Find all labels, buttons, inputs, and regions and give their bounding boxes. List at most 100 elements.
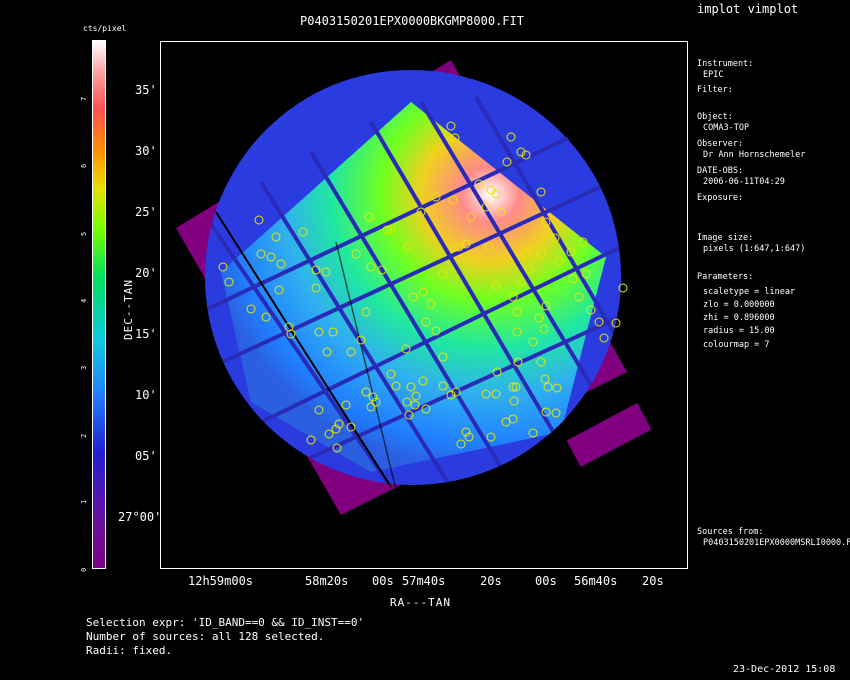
source-marker [481,202,491,212]
source-marker [512,307,522,317]
y-tick-label: 10' [135,388,157,402]
source-marker [524,264,534,274]
colorbar-tick: 0 [80,567,88,572]
source-marker [446,390,456,400]
source-marker [274,285,284,295]
source-marker [618,283,628,293]
source-marker [554,256,564,266]
source-marker [508,382,518,392]
source-marker [276,259,286,269]
source-marker [346,347,356,357]
source-marker [581,269,591,279]
source-marker [541,407,551,417]
source-marker [386,224,396,234]
source-marker [402,397,412,407]
source-marker [261,312,271,322]
source-marker [366,402,376,412]
edge-gap [215,211,392,488]
source-marker [466,212,476,222]
source-marker [416,207,426,217]
source-marker [578,237,588,247]
source-marker [224,277,234,287]
source-markers [218,121,628,453]
source-marker [431,192,441,202]
source-marker [594,317,604,327]
source-marker [361,387,371,397]
source-marker [536,187,546,197]
source-marker [541,217,551,227]
sky-image [176,60,652,515]
y-axis-label: DEC--TAN [122,279,135,340]
x-tick-label: 00s [372,574,394,588]
source-marker [496,207,506,217]
source-marker [516,147,526,157]
source-marker [528,428,538,438]
source-marker [586,305,596,315]
source-marker [536,357,546,367]
source-marker [332,443,342,453]
image-size-label: Image size: [697,233,754,243]
source-marker [364,212,374,222]
x-axis-label: RA---TAN [390,596,451,609]
chip-gaps [205,95,621,485]
source-marker [410,400,420,410]
x-tick-label: 57m40s [402,574,446,588]
param-line: zhi = 0.896000 [703,313,775,323]
image-size-value: pixels (1:647,1:647) [703,244,806,254]
colorbar-tick: 1 [80,499,88,504]
x-tick-label: 20s [480,574,502,588]
colorbar-tick: 5 [80,231,88,236]
y-tick-label: 30' [135,144,157,158]
selection-radii: Radii: fixed. [86,644,173,657]
source-marker [356,335,366,345]
source-marker [271,232,281,242]
source-marker [218,262,228,272]
object-label: Object: [697,112,733,122]
source-marker [566,247,576,257]
selection-count: Number of sources: all 128 selected. [86,630,325,643]
source-marker [334,419,344,429]
source-marker [492,367,502,377]
x-tick-label: 00s [535,574,557,588]
source-marker [509,396,519,406]
source-marker [361,307,371,317]
source-marker [512,327,522,337]
app-title: implot vimplot [697,2,799,16]
source-marker [446,121,456,131]
colorbar-tick: 3 [80,365,88,370]
source-marker [421,404,431,414]
source-marker [266,252,276,262]
instrument-label: Instrument: [697,59,754,69]
source-marker [311,283,321,293]
source-marker [528,337,538,347]
source-marker [246,304,256,314]
source-marker [341,400,351,410]
source-marker [256,249,266,259]
source-marker [346,422,356,432]
x-tick-label: 58m20s [305,574,349,588]
source-marker [611,318,621,328]
sources-file: P0403150201EPX0000MSRLI0000.F [703,538,850,548]
source-marker [351,249,361,259]
source-marker [541,301,551,311]
source-marker [456,439,466,449]
source-marker [521,150,531,160]
source-marker [543,382,553,392]
source-marker [491,189,501,199]
param-line: zlo = 0.000000 [703,300,775,310]
source-marker [438,269,448,279]
source-marker [254,215,264,225]
source-marker [328,327,338,337]
source-marker [406,382,416,392]
x-tick-label: 20s [642,574,664,588]
colorbar-label: cts/pixel [83,24,127,33]
source-marker [481,389,491,399]
colorbar-tick: 4 [80,298,88,303]
image-plot-frame[interactable] [160,41,688,569]
source-marker [391,381,401,391]
y-tick-label: 05' [135,449,157,463]
source-marker [451,387,461,397]
instrument-value: EPIC [703,70,724,80]
source-marker [371,397,381,407]
